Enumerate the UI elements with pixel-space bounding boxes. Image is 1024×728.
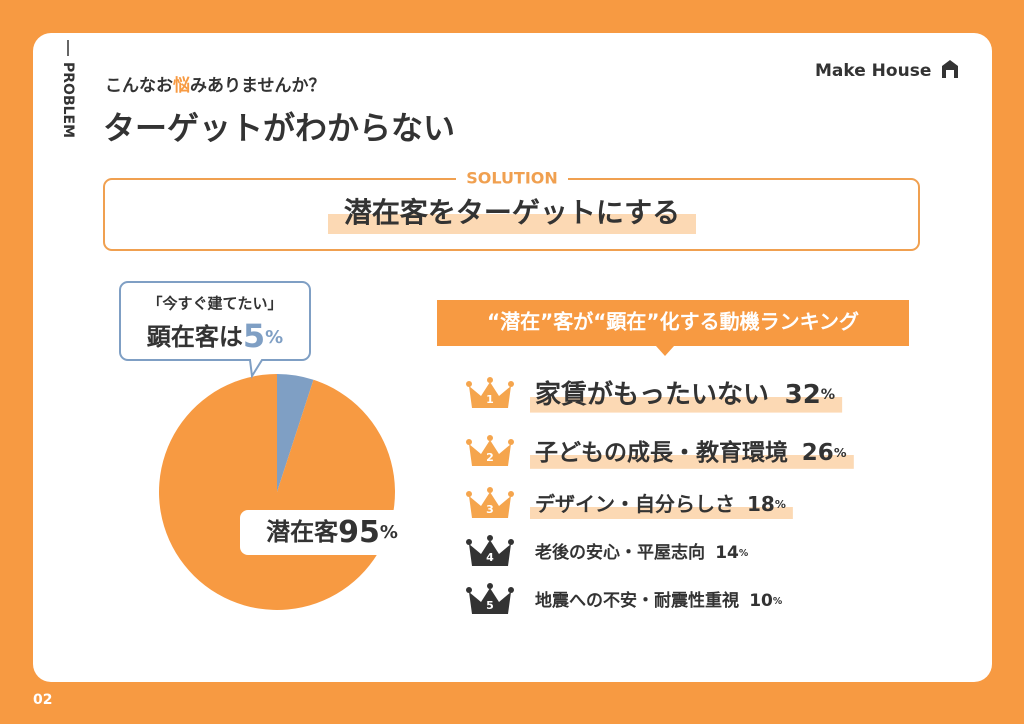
ranking-list: 1 家賃がもったいない 32% 2 子どもの成長・教育環境 26% 3 デザイン・自分らしさ 1… [466,377,854,614]
rank-label: デザイン・自分らしさ [535,492,735,516]
rank-label: 地震への不安・耐震性重視 [535,590,739,611]
subtitle: こんなお悩みありませんか？ [105,75,326,96]
category-label: 潜在客 [266,518,339,546]
rank-item: 子どもの成長・教育環境 26% [535,439,847,466]
title: ターゲットがわからない [103,109,455,147]
highlight [530,507,793,519]
crown-jewel [466,439,472,445]
rank-value: 18 [747,492,775,516]
highlight [328,214,696,234]
unit: % [739,548,749,559]
callout-label: 顕在客は5% [147,317,283,355]
rank-value: 10 [749,591,773,611]
crown [469,492,511,518]
unit: % [773,596,783,607]
subtitle-accent: 悩 [173,75,190,96]
unit: % [775,498,786,511]
rank-item: 地震への不安・耐震性重視 10% [535,590,783,611]
unit: % [821,387,835,403]
rank-label: 老後の安心・平屋志向 [534,542,705,563]
highlight [530,397,843,413]
category-label: 顕在客は [147,323,243,351]
solution-label-bg [456,168,568,190]
pie-slice [158,374,396,610]
value-label: 95 [338,515,380,550]
rank-item: デザイン・自分らしさ 18% [535,492,786,516]
logo-icon [942,60,958,78]
crown-jewel [508,539,514,545]
rank-number: 3 [486,503,494,516]
rank-item: 家賃がもったいない 32% [535,379,835,410]
crown-jewel [487,377,493,383]
value-label: 5 [243,317,265,355]
crown-jewel [466,381,472,387]
callout [119,281,311,379]
crown-jewel [508,381,514,387]
rank-value: 14 [715,543,739,563]
crown-jewel [466,539,472,545]
page-number: 02 [33,692,52,708]
crown-jewel [487,487,493,493]
pie [158,374,396,610]
logo: Make House [815,61,931,81]
rank-label: 家賃がもったいない [535,379,769,410]
highlight [530,455,854,469]
rank-value: 32 [785,380,821,410]
ranking-header [437,300,909,356]
crown-jewel [487,583,493,589]
crown-jewel [487,435,493,441]
rank-number: 2 [486,451,494,464]
crown [469,540,511,566]
pie-label-box [240,510,425,555]
rank-number: 1 [486,393,494,406]
crown-jewel [508,491,514,497]
rank-label: 子どもの成長・教育環境 [535,439,788,466]
unit: % [834,445,847,460]
pie-slice [277,374,314,492]
crown [469,588,511,614]
rank-number: 4 [486,551,494,564]
callout-quote: 「今すぐ建てたい」 [147,295,282,313]
crown [469,382,511,408]
ranking-title: “潜在”客が“顕在”化する動機ランキング [487,310,859,334]
pie-label: 潜在客95% [266,515,398,550]
unit: % [265,327,283,348]
crown-jewel [466,587,472,593]
crown-jewel [466,491,472,497]
rank-value: 26 [802,440,834,466]
solution-label: SOLUTION [466,169,558,188]
crown-jewel [487,535,493,541]
solution-text: 潜在客をターゲットにする [344,196,680,229]
crown-jewel [508,439,514,445]
section-label: PROBLEM [60,62,76,138]
subtitle-part: こんなお [105,76,173,96]
rank-number: 5 [486,599,494,612]
rank-item: 老後の安心・平屋志向 14% [534,542,749,563]
crown-jewel [508,587,514,593]
unit: % [380,522,398,543]
subtitle-part: みありませんか？ [190,76,326,96]
crown [469,440,511,466]
